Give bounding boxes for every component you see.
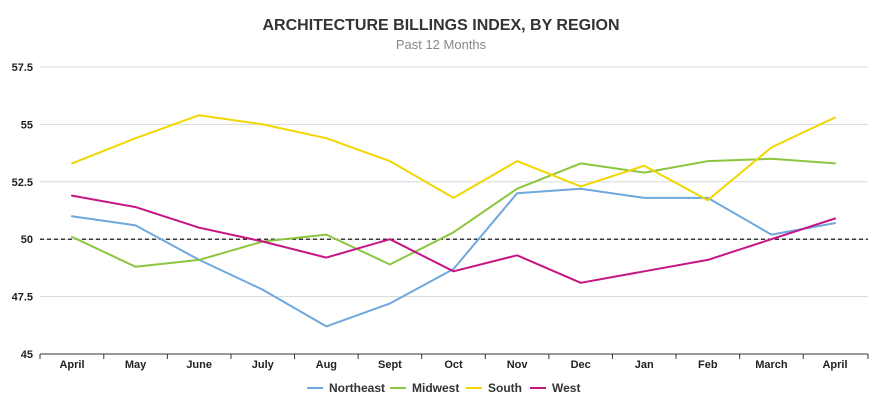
x-tick-label: Nov	[507, 359, 529, 371]
legend-label-south: South	[488, 381, 522, 395]
y-tick-label: 55	[21, 119, 33, 131]
x-tick-label: April	[822, 359, 847, 371]
series-line-northeast	[71, 187, 836, 328]
x-tick-label: Dec	[571, 359, 591, 371]
legend-label-northeast: Northeast	[329, 381, 385, 395]
series-line-south	[71, 114, 836, 202]
chart-title: ARCHITECTURE BILLINGS INDEX, BY REGION	[262, 17, 619, 34]
series-line-midwest	[71, 157, 836, 268]
y-axis-ticks: 45 47.5 50 52.5 55 57.5	[12, 62, 33, 361]
legend: Northeast Midwest South West	[307, 381, 580, 395]
x-tick-label: Feb	[698, 359, 718, 371]
y-tick-label: 45	[21, 349, 33, 361]
x-tick-label: Sept	[378, 359, 402, 371]
x-tick-label: Oct	[444, 359, 463, 371]
y-tick-label: 52.5	[12, 177, 33, 189]
legend-label-midwest: Midwest	[412, 381, 459, 395]
grid-lines	[40, 66, 868, 355]
x-tick-label: July	[252, 359, 275, 371]
x-tick-label: June	[186, 359, 212, 371]
y-tick-label: 47.5	[12, 292, 33, 304]
series-lines	[71, 114, 836, 328]
x-tick-label: March	[755, 359, 788, 371]
x-tick-label: Aug	[316, 359, 337, 371]
x-axis-ticks: April May June July Aug Sept Oct Nov Dec Jan Feb Ma…	[39, 354, 869, 371]
legend-label-west: West	[552, 381, 580, 395]
x-tick-label: Jan	[635, 359, 654, 371]
series-line-west	[71, 194, 836, 284]
x-tick-label: April	[59, 359, 84, 371]
y-tick-label: 50	[21, 234, 33, 246]
chart-subtitle: Past 12 Months	[396, 37, 487, 52]
y-tick-label: 57.5	[12, 62, 33, 74]
x-tick-label: May	[125, 359, 147, 371]
